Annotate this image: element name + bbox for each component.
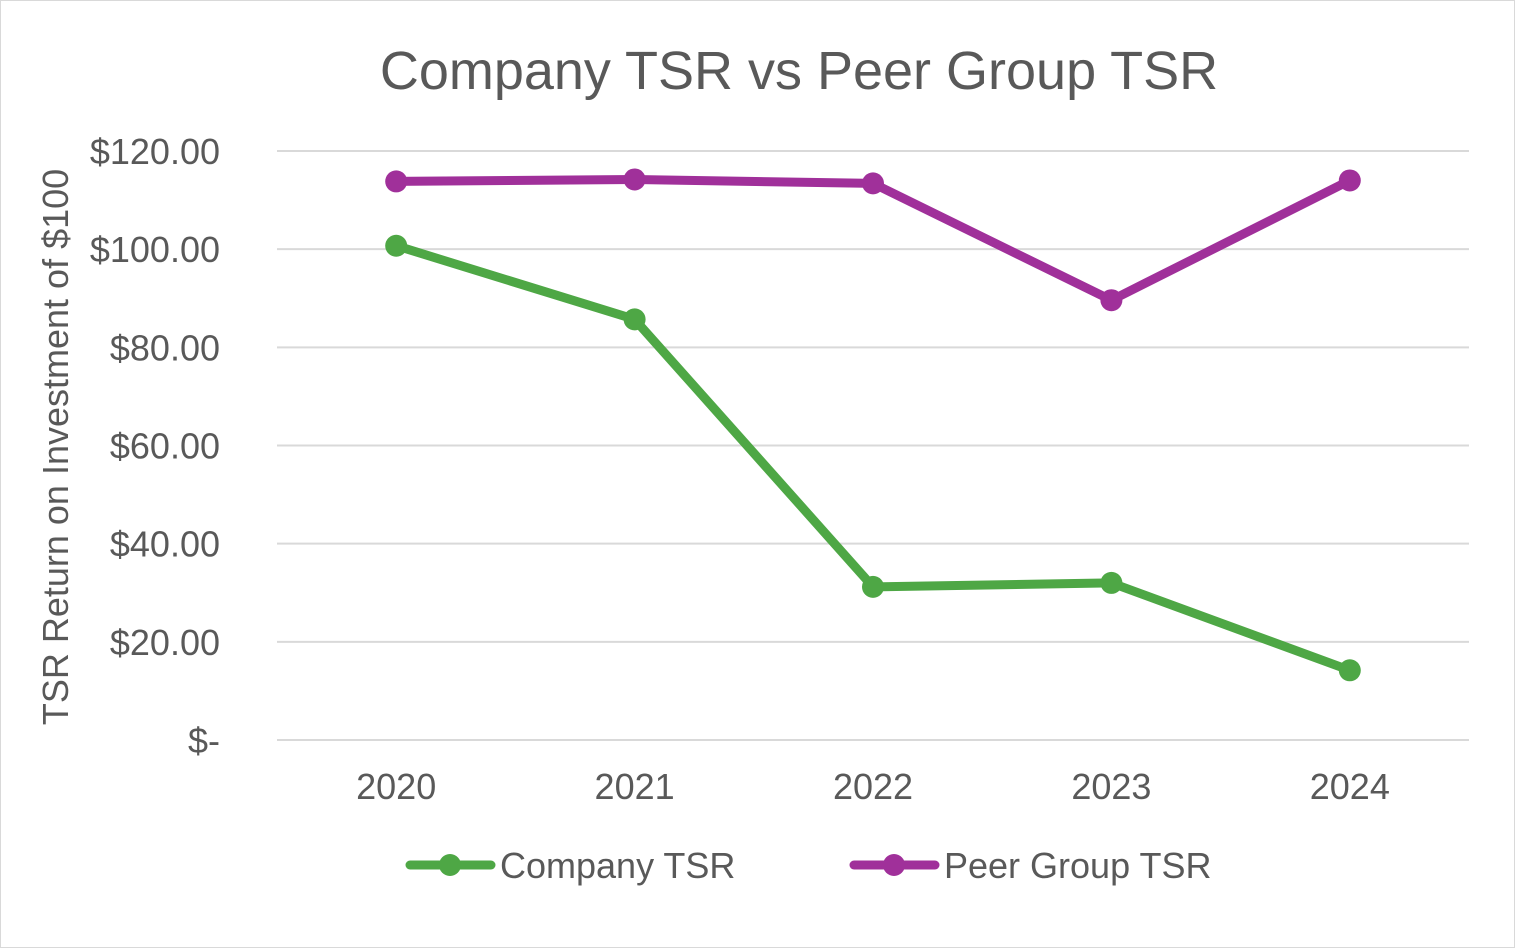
company-tsr-point-2022[interactable] xyxy=(862,576,884,598)
peer-group-tsr-point-2021[interactable] xyxy=(624,168,646,190)
x-tick-label-2021: 2021 xyxy=(595,766,675,807)
x-tick-label-2023: 2023 xyxy=(1071,766,1151,807)
series-company-tsr xyxy=(385,235,1361,682)
y-tick-label: $60.00 xyxy=(110,426,220,467)
peer-group-tsr-point-2023[interactable] xyxy=(1100,289,1122,311)
company-tsr-point-2020[interactable] xyxy=(385,235,407,257)
legend: Company TSR Peer Group TSR xyxy=(410,845,1211,886)
y-tick-label: $100.00 xyxy=(90,229,220,270)
peer-group-tsr-point-2020[interactable] xyxy=(385,170,407,192)
y-axis-title: TSR Return on Investment of $100 xyxy=(35,169,76,725)
peer-group-tsr-point-2022[interactable] xyxy=(862,172,884,194)
company-tsr-point-2024[interactable] xyxy=(1339,659,1361,681)
peer-group-tsr-point-2024[interactable] xyxy=(1339,169,1361,191)
y-tick-label: $20.00 xyxy=(110,622,220,663)
x-tick-label-2020: 2020 xyxy=(356,766,436,807)
y-tick-label: $80.00 xyxy=(110,327,220,368)
y-tick-label: $120.00 xyxy=(90,131,220,172)
legend-label: Company TSR xyxy=(500,845,735,886)
company-tsr-point-2023[interactable] xyxy=(1100,572,1122,594)
y-axis-ticks: $- $20.00 $40.00 $60.00 $80.00 $100.00 $120.00 xyxy=(90,131,220,761)
legend-swatch-marker xyxy=(439,854,461,876)
company-tsr-line xyxy=(396,246,1350,671)
y-tick-label: $- xyxy=(188,720,220,761)
legend-item-company-tsr[interactable]: Company TSR xyxy=(410,845,735,886)
legend-label: Peer Group TSR xyxy=(944,845,1211,886)
legend-swatch-marker xyxy=(883,854,905,876)
series-layer xyxy=(385,168,1361,681)
company-tsr-point-2021[interactable] xyxy=(624,308,646,330)
peer-group-tsr-line xyxy=(396,179,1350,300)
y-tick-label: $40.00 xyxy=(110,524,220,565)
chart-frame: Company TSR vs Peer Group TSR TSR Return… xyxy=(0,0,1515,948)
line-chart: Company TSR vs Peer Group TSR TSR Return… xyxy=(1,1,1514,947)
legend-item-peer-group-tsr[interactable]: Peer Group TSR xyxy=(854,845,1211,886)
x-tick-label-2024: 2024 xyxy=(1310,766,1390,807)
x-tick-label-2022: 2022 xyxy=(833,766,913,807)
x-axis-ticks: 2020 2021 2022 2023 2024 xyxy=(356,766,1390,807)
chart-title: Company TSR vs Peer Group TSR xyxy=(380,41,1218,101)
